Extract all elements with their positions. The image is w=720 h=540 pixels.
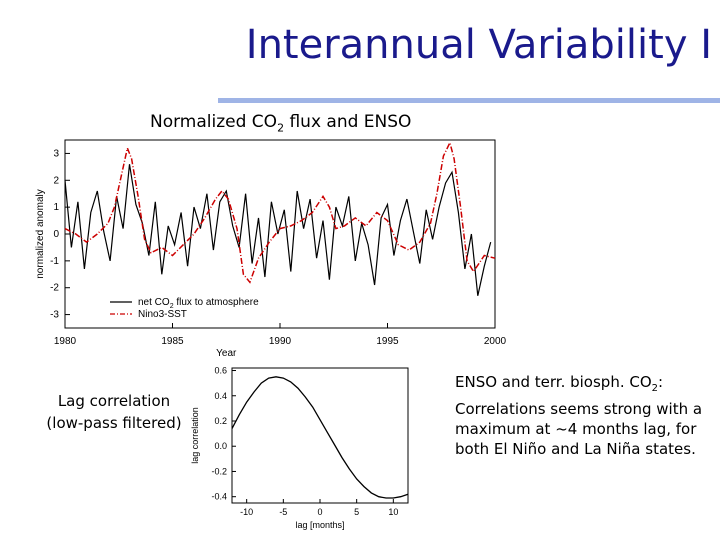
lag-caption: Lag correlation (low-pass filtered) — [38, 390, 190, 434]
lag-plot-frame — [231, 367, 409, 504]
ts-ytick-label: 0 — [53, 229, 59, 240]
lag-ytick-label: 0.2 — [214, 416, 227, 426]
lag-ytick-label: 0.4 — [214, 391, 227, 401]
lag-x-axis-label: lag [months] — [295, 520, 344, 530]
ts-ytick-label: 1 — [53, 202, 59, 213]
notes-line1-post: : — [658, 373, 664, 391]
subtitle-sub: 2 — [277, 121, 285, 135]
lag-ytick-label: -0.2 — [211, 466, 227, 476]
lag-ytick-label: -0.4 — [211, 492, 227, 502]
ts-xtick-label: 1990 — [269, 336, 292, 347]
notes-line1-pre: ENSO and terr. biosph. CO — [455, 373, 652, 391]
lag-xtick-label: 5 — [354, 507, 359, 517]
ts-xtick-label: 1980 — [54, 336, 77, 347]
series-line-co2-flux — [64, 164, 492, 296]
series-line-nino3-sst — [64, 140, 496, 284]
notes-line1-sub: 2 — [651, 383, 659, 394]
ts-plot-frame — [64, 139, 496, 329]
lag-y-axis-label: lag correlation — [190, 407, 200, 464]
ts-ytick-label: -2 — [50, 283, 59, 294]
ts-ytick-label: -1 — [50, 256, 59, 267]
ts-y-axis-label: normalized anomaly — [35, 189, 46, 279]
lag-caption-line2: (low-pass filtered) — [46, 414, 182, 432]
ts-xtick-label: 1985 — [161, 336, 184, 347]
notes-body: Correlations seems strong with a maximum… — [455, 400, 703, 458]
ts-legend: net CO2 flux to atmosphere Nino3-SST — [110, 297, 259, 320]
slide-title: Interannual Variability I — [245, 22, 712, 68]
lag-xtick-label: -5 — [279, 507, 287, 517]
lag-caption-line1: Lag correlation — [57, 392, 171, 410]
lag-ytick-label: 0.6 — [214, 366, 227, 376]
lag-ytick-label: 0.0 — [214, 441, 227, 451]
legend-label-nino3: Nino3-SST — [138, 309, 187, 320]
chart-subtitle: Normalized CO2 flux and ENSO — [150, 112, 411, 134]
enso-notes: ENSO and terr. biosph. CO2: Correlations… — [455, 372, 717, 459]
notes-line1: ENSO and terr. biosph. CO2: — [455, 372, 717, 399]
ts-ytick-label: 3 — [53, 148, 59, 159]
ts-ytick-label: 2 — [53, 175, 59, 186]
lag-xtick-label: 0 — [317, 507, 322, 517]
legend-label-co2: net CO2 flux to atmosphere — [138, 297, 259, 310]
subtitle-pre: Normalized CO — [150, 112, 278, 132]
subtitle-post: flux and ENSO — [284, 112, 412, 132]
lag-xtick-label: 10 — [388, 507, 398, 517]
title-underline — [218, 98, 720, 103]
ts-xtick-label: 2000 — [484, 336, 507, 347]
ts-ytick-label: -3 — [50, 310, 59, 321]
ts-xtick-label: 1995 — [376, 336, 399, 347]
ts-x-axis-label: Year — [216, 348, 237, 359]
series-line-lag-correlation — [231, 376, 409, 499]
lag-xtick-label: -10 — [240, 507, 253, 517]
